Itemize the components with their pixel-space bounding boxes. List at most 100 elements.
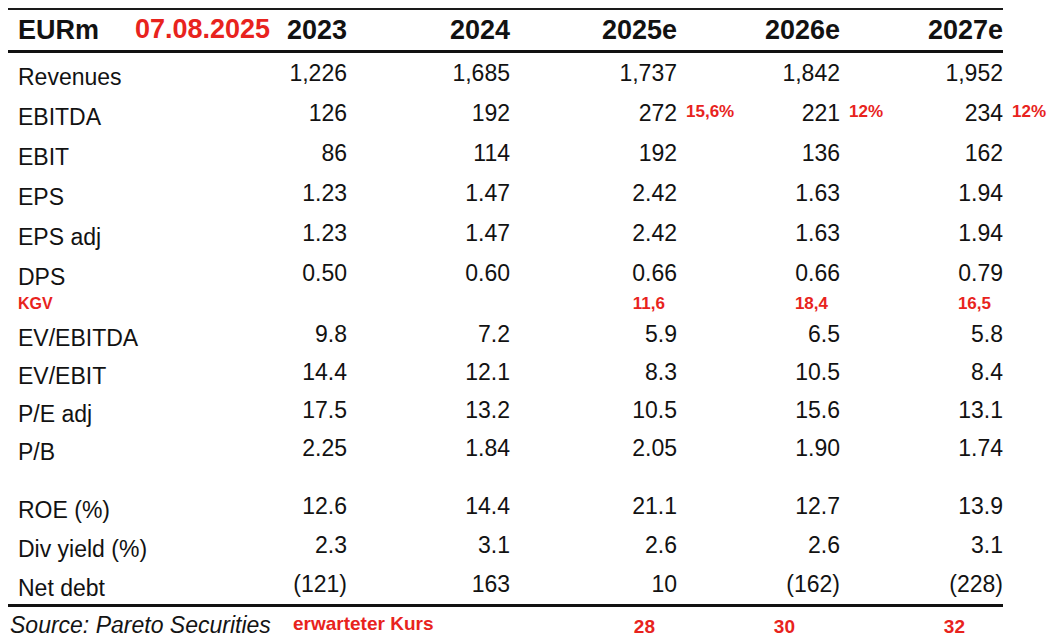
cell-value: 272: [639, 100, 677, 126]
kgv-value-2027e: 16,5: [840, 294, 1003, 314]
row-label: P/E adj: [8, 401, 188, 428]
row-label: Div yield (%): [8, 536, 188, 563]
cell-value: 234: [965, 100, 1003, 126]
row-label: EPS adj: [8, 224, 188, 251]
financial-estimates-table-screenshot: EURm 2023 2024 2025e 2026e 2027e 07.08.2…: [0, 0, 1064, 640]
cell-2026e: 12.7: [677, 493, 840, 520]
cell-2027e: 1.94: [840, 180, 1003, 207]
cell-2025e: 192: [510, 140, 677, 167]
cell-2024: 1.47: [347, 180, 510, 207]
table-row-ebit: EBIT 86 114 192 136 162: [8, 133, 1003, 173]
cell-2023: 1.23: [188, 220, 347, 247]
cell-2024: 1,685: [347, 60, 510, 87]
cell-2024: 1.84: [347, 435, 510, 462]
cell-2027e: 1.74: [840, 435, 1003, 462]
cell-2024: 114: [347, 140, 510, 167]
cell-2024: 192: [347, 100, 510, 127]
row-label: DPS: [8, 264, 188, 291]
row-label: Net debt: [8, 575, 188, 602]
table-row-pb: P/B 2.25 1.84 2.05 1.90 1.74: [8, 429, 1003, 467]
cell-2025e: 0.66: [510, 260, 677, 287]
expected-price-2026e: 30: [774, 616, 795, 638]
cell-2023: 2.25: [188, 435, 347, 462]
table-row-eps-adj: EPS adj 1.23 1.47 2.42 1.63 1.94: [8, 213, 1003, 253]
row-label: P/B: [8, 439, 188, 466]
cell-2024: 12.1: [347, 359, 510, 386]
cell-2027e: 234 12%: [840, 100, 1003, 127]
table-row-roe: ROE (%) 12.6 14.4 21.1 12.7 13.9: [8, 487, 1003, 526]
row-label: Revenues: [8, 64, 188, 91]
cell-2025e: 2.6: [510, 532, 677, 559]
cell-2025e: 2.42: [510, 180, 677, 207]
cell-2026e: 10.5: [677, 359, 840, 386]
cell-2027e: 13.1: [840, 397, 1003, 424]
cell-2023: 1,226: [188, 60, 347, 87]
column-header-2026e: 2026e: [677, 15, 840, 46]
table-row-ev-ebit: EV/EBIT 14.4 12.1 8.3 10.5 8.4: [8, 353, 1003, 391]
cell-2027e: 1.94: [840, 220, 1003, 247]
expected-price-label: erwarteter Kurs: [293, 613, 433, 635]
estimates-table: EURm 2023 2024 2025e 2026e 2027e 07.08.2…: [8, 8, 1003, 640]
cell-2026e: 1.63: [677, 220, 840, 247]
cell-2025e: 2.05: [510, 435, 677, 462]
cell-2026e: (162): [677, 571, 840, 598]
cell-2026e: 6.5: [677, 321, 840, 348]
cell-2023: 126: [188, 100, 347, 127]
cell-2027e: 8.4: [840, 359, 1003, 386]
cell-2025e: 5.9: [510, 321, 677, 348]
cell-2023: 14.4: [188, 359, 347, 386]
row-label: ROE (%): [8, 497, 188, 524]
kgv-value-2026e: 18,4: [677, 294, 840, 314]
cell-2027e: 0.79: [840, 260, 1003, 287]
row-label: EV/EBIT: [8, 363, 188, 390]
kgv-label: KGV: [8, 295, 188, 313]
cell-2024: 13.2: [347, 397, 510, 424]
cell-2026e: 1,842: [677, 60, 840, 87]
cell-2025e: 8.3: [510, 359, 677, 386]
cell-2025e: 272 15,6%: [510, 100, 677, 127]
table-row-div-yield: Div yield (%) 2.3 3.1 2.6 2.6 3.1: [8, 526, 1003, 565]
expected-price-2025e: 28: [634, 616, 655, 638]
cell-2023: 86: [188, 140, 347, 167]
group-spacer: [8, 467, 1003, 487]
row-label: EV/EBITDA: [8, 325, 188, 352]
cell-2023: 1.23: [188, 180, 347, 207]
cell-2026e: 136: [677, 140, 840, 167]
table-row-eps: EPS 1.23 1.47 2.42 1.63 1.94: [8, 173, 1003, 213]
cell-value: 221: [802, 100, 840, 126]
row-label: EPS: [8, 184, 188, 211]
cell-2024: 163: [347, 571, 510, 598]
table-row-dps: DPS 0.50 0.60 0.66 0.66 0.79: [8, 253, 1003, 293]
cell-2025e: 21.1: [510, 493, 677, 520]
cell-2023: (121): [188, 571, 347, 598]
cell-2024: 7.2: [347, 321, 510, 348]
cell-2024: 0.60: [347, 260, 510, 287]
table-row-pe-adj: P/E adj 17.5 13.2 10.5 15.6 13.1: [8, 391, 1003, 429]
growth-annotation-2027e: 12%: [1012, 102, 1046, 122]
cell-2027e: 5.8: [840, 321, 1003, 348]
cell-2027e: 162: [840, 140, 1003, 167]
table-row-ebitda: EBITDA 126 192 272 15,6% 221 12% 234 12%: [8, 93, 1003, 133]
cell-2023: 17.5: [188, 397, 347, 424]
table-row-revenues: Revenues 1,226 1,685 1,737 1,842 1,952: [8, 53, 1003, 93]
cell-2027e: 3.1: [840, 532, 1003, 559]
column-header-2024: 2024: [347, 15, 510, 46]
cell-2027e: (228): [840, 571, 1003, 598]
cell-2025e: 2.42: [510, 220, 677, 247]
table-row-ev-ebitda: EV/EBITDA 9.8 7.2 5.9 6.5 5.8: [8, 315, 1003, 353]
cell-2024: 1.47: [347, 220, 510, 247]
column-header-2027e: 2027e: [840, 15, 1003, 46]
cell-2027e: 1,952: [840, 60, 1003, 87]
cell-2024: 14.4: [347, 493, 510, 520]
cell-2026e: 1.63: [677, 180, 840, 207]
date-annotation: 07.08.2025: [135, 14, 270, 45]
cell-2026e: 0.66: [677, 260, 840, 287]
cell-2026e: 1.90: [677, 435, 840, 462]
cell-2026e: 221 12%: [677, 100, 840, 127]
cell-2026e: 2.6: [677, 532, 840, 559]
source-text: Source: Pareto Securities: [10, 612, 271, 639]
cell-2026e: 15.6: [677, 397, 840, 424]
row-label: EBITDA: [8, 104, 188, 131]
cell-2023: 0.50: [188, 260, 347, 287]
table-row-net-debt: Net debt (121) 163 10 (162) (228): [8, 565, 1003, 604]
